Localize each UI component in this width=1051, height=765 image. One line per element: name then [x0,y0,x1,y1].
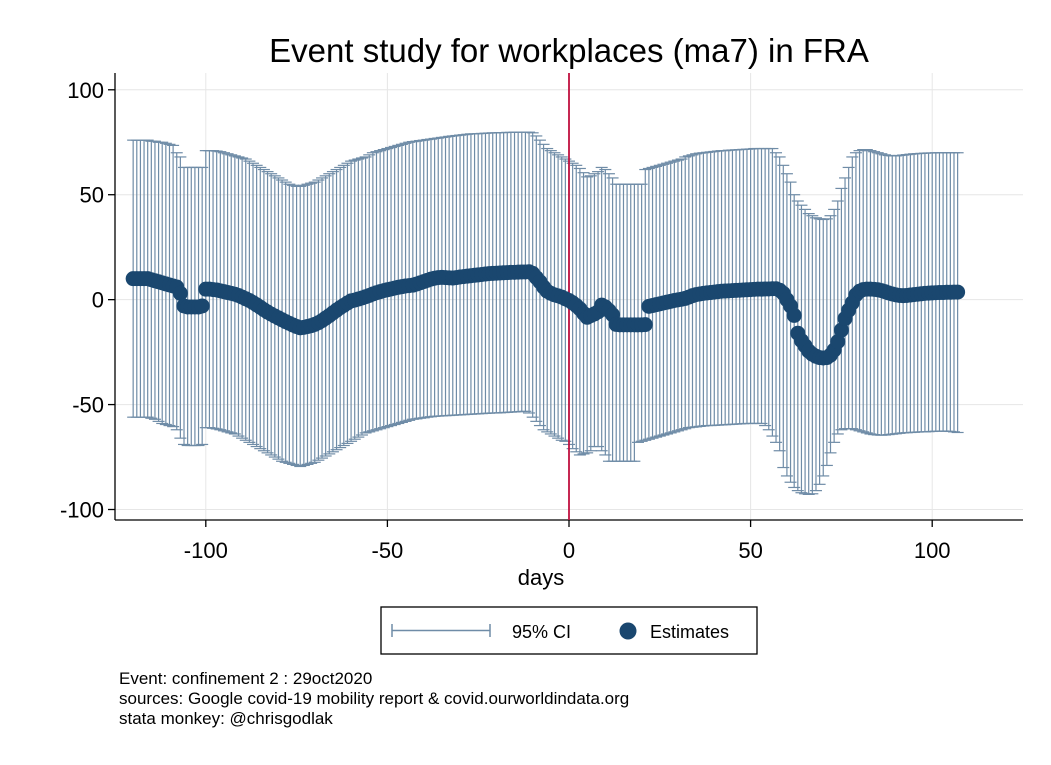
x-tick-label: 100 [914,538,951,563]
plot-area: -100 -50 0 50 100 -100 -50 0 50 100 days [60,73,1023,590]
estimate-point [830,334,846,350]
legend-ci-symbol [391,624,491,637]
note-event: Event: confinement 2 : 29oct2020 [119,669,373,688]
y-tick-label: 0 [92,288,104,313]
x-tick-label: -100 [184,538,228,563]
estimate-point [637,317,653,333]
y-tick-label: -100 [60,498,104,523]
y-tick-label: 50 [80,183,104,208]
estimate-point [172,285,188,301]
x-axis-label: days [518,565,564,590]
note-sources: sources: Google covid-19 mobility report… [119,689,630,708]
x-tick-label: -50 [372,538,404,563]
x-tick-label: 0 [563,538,575,563]
estimate-point [950,284,966,300]
chart-title: Event study for workplaces (ma7) in FRA [269,32,869,69]
estimate-point [786,307,802,323]
estimate-point [194,298,210,314]
legend: 95% CI Estimates [380,606,758,655]
y-tick-label: -50 [72,393,104,418]
legend-ci-label: 95% CI [512,622,571,642]
y-tick-label: 100 [67,78,104,103]
legend-estimates-symbol [619,622,637,640]
legend-estimates-label: Estimates [650,622,729,642]
x-tick-label: 50 [738,538,762,563]
note-credit: stata monkey: @chrisgodlak [119,709,333,728]
estimate-point [833,322,849,338]
